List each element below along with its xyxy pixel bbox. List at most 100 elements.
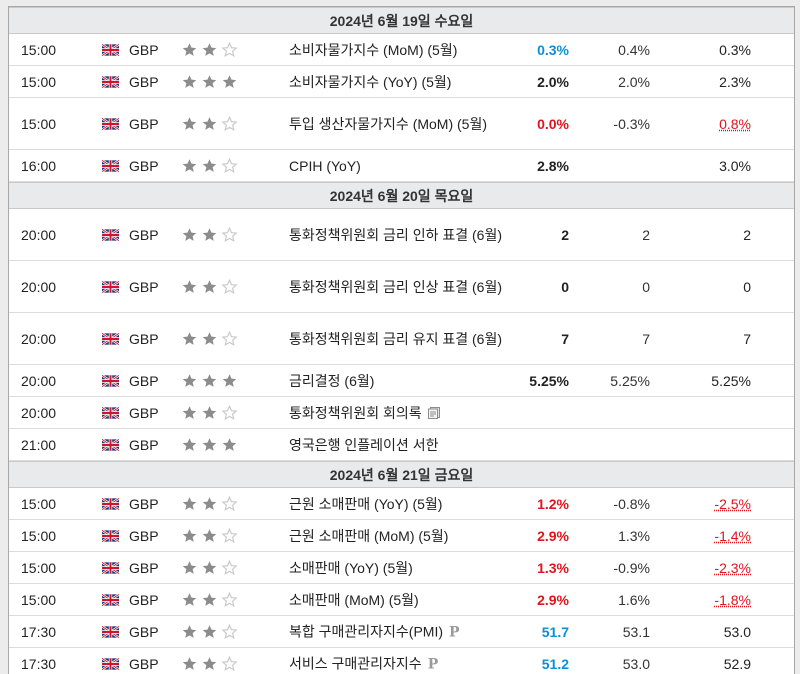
actual-value: 2.9% <box>537 527 569 544</box>
event-row[interactable]: 20:00 GBP 통화정책위원회 금리 인하 표결 (6월) 2 2 2 <box>9 209 794 261</box>
day-header: 2024년 6월 21일 금요일 <box>9 461 794 488</box>
event-name[interactable]: 소비자물가지수 (MoM) (5월) <box>289 38 505 62</box>
importance-stars <box>181 157 238 174</box>
star-empty-icon <box>221 495 238 511</box>
event-name[interactable]: 근원 소매판매 (YoY) (5월) <box>289 492 505 516</box>
event-name-text[interactable]: 소매판매 (YoY) (5월) <box>289 559 413 576</box>
star-filled-icon <box>182 42 197 56</box>
event-name[interactable]: 통화정책위원회 회의록 <box>289 401 505 425</box>
document-icon[interactable] <box>427 406 440 419</box>
event-row[interactable]: 15:00 GBP 소매판매 (YoY) (5월) 1.3% -0.9% -2.3% <box>9 552 794 584</box>
currency-code: GBP <box>129 41 159 58</box>
event-name[interactable]: 통화정책위원회 금리 유지 표결 (6월) <box>289 327 505 351</box>
event-row[interactable]: 15:00 GBP 소비자물가지수 (MoM) (5월) 0.3% 0.4% 0.3% <box>9 34 794 66</box>
star-filled-icon <box>182 279 197 293</box>
actual-value: 1.2% <box>537 495 569 512</box>
event-name[interactable]: 투입 생산자물가지수 (MoM) (5월) <box>289 112 505 136</box>
star-filled-icon <box>202 279 217 293</box>
event-name[interactable]: 복합 구매관리자지수(PMI) P <box>289 619 505 644</box>
star-filled-icon <box>202 74 217 88</box>
importance-stars <box>181 495 238 512</box>
event-time: 20:00 <box>21 278 57 295</box>
event-row[interactable]: 15:00 GBP 소비자물가지수 (YoY) (5월) 2.0% 2.0% 2.3% <box>9 66 794 98</box>
event-row[interactable]: 20:00 GBP 통화정책위원회 금리 유지 표결 (6월) 7 7 7 <box>9 313 794 365</box>
star-filled-icon <box>182 560 197 574</box>
currency-code: GBP <box>129 278 159 295</box>
event-row[interactable]: 17:30 GBP 복합 구매관리자지수(PMI) P 51.7 53.1 53.0 <box>9 616 794 648</box>
event-row[interactable]: 17:30 GBP 서비스 구매관리자지수 P 51.2 53.0 52.9 <box>9 648 794 674</box>
day-header: 2024년 6월 20일 목요일 <box>9 182 794 209</box>
event-row[interactable]: 20:00 GBP 통화정책위원회 회의록 <box>9 397 794 429</box>
event-name-text[interactable]: 소매판매 (MoM) (5월) <box>289 591 419 608</box>
event-name[interactable]: CPIH (YoY) <box>289 154 505 178</box>
previous-value: 7 <box>743 330 751 347</box>
event-name-text[interactable]: 소비자물가지수 (MoM) (5월) <box>289 41 458 58</box>
event-name-text[interactable]: 소비자물가지수 (YoY) (5월) <box>289 73 452 90</box>
uk-flag-icon <box>102 497 119 510</box>
event-row[interactable]: 15:00 GBP 투입 생산자물가지수 (MoM) (5월) 0.0% -0.3% 0.… <box>9 98 794 150</box>
event-row[interactable]: 15:00 GBP 소매판매 (MoM) (5월) 2.9% 1.6% -1.8% <box>9 584 794 616</box>
event-name[interactable]: 소매판매 (MoM) (5월) <box>289 588 505 612</box>
event-name[interactable]: 소매판매 (YoY) (5월) <box>289 556 505 580</box>
star-filled-icon <box>202 158 217 172</box>
event-name-text[interactable]: 근원 소매판매 (MoM) (5월) <box>289 527 449 544</box>
importance-stars <box>181 655 238 672</box>
event-name-text[interactable]: 서비스 구매관리자지수 <box>289 655 422 671</box>
event-name[interactable]: 근원 소매판매 (MoM) (5월) <box>289 524 505 548</box>
star-filled-icon <box>182 656 197 670</box>
importance-stars <box>181 115 238 132</box>
star-filled-icon <box>222 437 237 451</box>
star-empty-icon <box>221 591 238 607</box>
event-time: 15:00 <box>21 591 57 608</box>
star-filled-icon <box>202 496 217 510</box>
event-name-text[interactable]: 영국은행 인플레이션 서한 <box>289 436 439 453</box>
forecast-value: 2 <box>642 226 650 243</box>
event-row[interactable]: 15:00 GBP 근원 소매판매 (MoM) (5월) 2.9% 1.3% -1.4% <box>9 520 794 552</box>
event-name[interactable]: 금리결정 (6월) <box>289 369 505 393</box>
event-name[interactable]: 통화정책위원회 금리 인상 표결 (6월) <box>289 275 505 299</box>
event-name-text[interactable]: 통화정책위원회 회의록 <box>289 404 422 421</box>
event-row[interactable]: 20:00 GBP 통화정책위원회 금리 인상 표결 (6월) 0 0 0 <box>9 261 794 313</box>
event-name-text[interactable]: 통화정책위원회 금리 인상 표결 (6월) <box>289 278 502 295</box>
event-row[interactable]: 21:00 GBP 영국은행 인플레이션 서한 <box>9 429 794 461</box>
event-time: 20:00 <box>21 404 57 421</box>
previous-value: -2.3% <box>714 559 751 576</box>
event-row[interactable]: 20:00 GBP 금리결정 (6월) 5.25% 5.25% 5.25% <box>9 365 794 397</box>
event-name-text[interactable]: 근원 소매판매 (YoY) (5월) <box>289 495 443 512</box>
previous-value: -1.4% <box>714 527 751 544</box>
star-filled-icon <box>182 158 197 172</box>
previous-value: 0.8% <box>719 115 751 132</box>
event-name[interactable]: 영국은행 인플레이션 서한 <box>289 433 505 457</box>
currency-code: GBP <box>129 404 159 421</box>
previous-value: 0.3% <box>719 41 751 58</box>
star-filled-icon <box>202 560 217 574</box>
uk-flag-icon <box>102 280 119 293</box>
uk-flag-icon <box>102 529 119 542</box>
importance-stars <box>181 372 238 389</box>
event-name-text[interactable]: 통화정책위원회 금리 인하 표결 (6월) <box>289 226 502 243</box>
star-filled-icon <box>202 592 217 606</box>
event-name-text[interactable]: 복합 구매관리자지수(PMI) <box>289 623 444 639</box>
actual-value: 2.0% <box>537 73 569 90</box>
star-filled-icon <box>182 528 197 542</box>
event-row[interactable]: 15:00 GBP 근원 소매판매 (YoY) (5월) 1.2% -0.8% -2.5% <box>9 488 794 520</box>
event-name-text[interactable]: CPIH (YoY) <box>289 157 361 174</box>
currency-code: GBP <box>129 157 159 174</box>
event-name[interactable]: 통화정책위원회 금리 인하 표결 (6월) <box>289 223 505 247</box>
event-time: 20:00 <box>21 372 57 389</box>
importance-stars <box>181 436 238 453</box>
event-name[interactable]: 서비스 구매관리자지수 P <box>289 651 505 674</box>
actual-value: 7 <box>561 330 569 347</box>
importance-stars <box>181 226 238 243</box>
event-time: 15:00 <box>21 115 57 132</box>
star-empty-icon <box>221 115 238 131</box>
star-filled-icon <box>182 74 197 88</box>
star-empty-icon <box>221 404 238 420</box>
event-name-text[interactable]: 투입 생산자물가지수 (MoM) (5월) <box>289 115 488 132</box>
forecast-value: 1.6% <box>618 591 650 608</box>
event-name[interactable]: 소비자물가지수 (YoY) (5월) <box>289 70 505 94</box>
importance-stars <box>181 623 238 640</box>
event-name-text[interactable]: 통화정책위원회 금리 유지 표결 (6월) <box>289 330 502 347</box>
event-row[interactable]: 16:00 GBP CPIH (YoY) 2.8% 3.0% <box>9 150 794 182</box>
event-name-text[interactable]: 금리결정 (6월) <box>289 372 375 389</box>
